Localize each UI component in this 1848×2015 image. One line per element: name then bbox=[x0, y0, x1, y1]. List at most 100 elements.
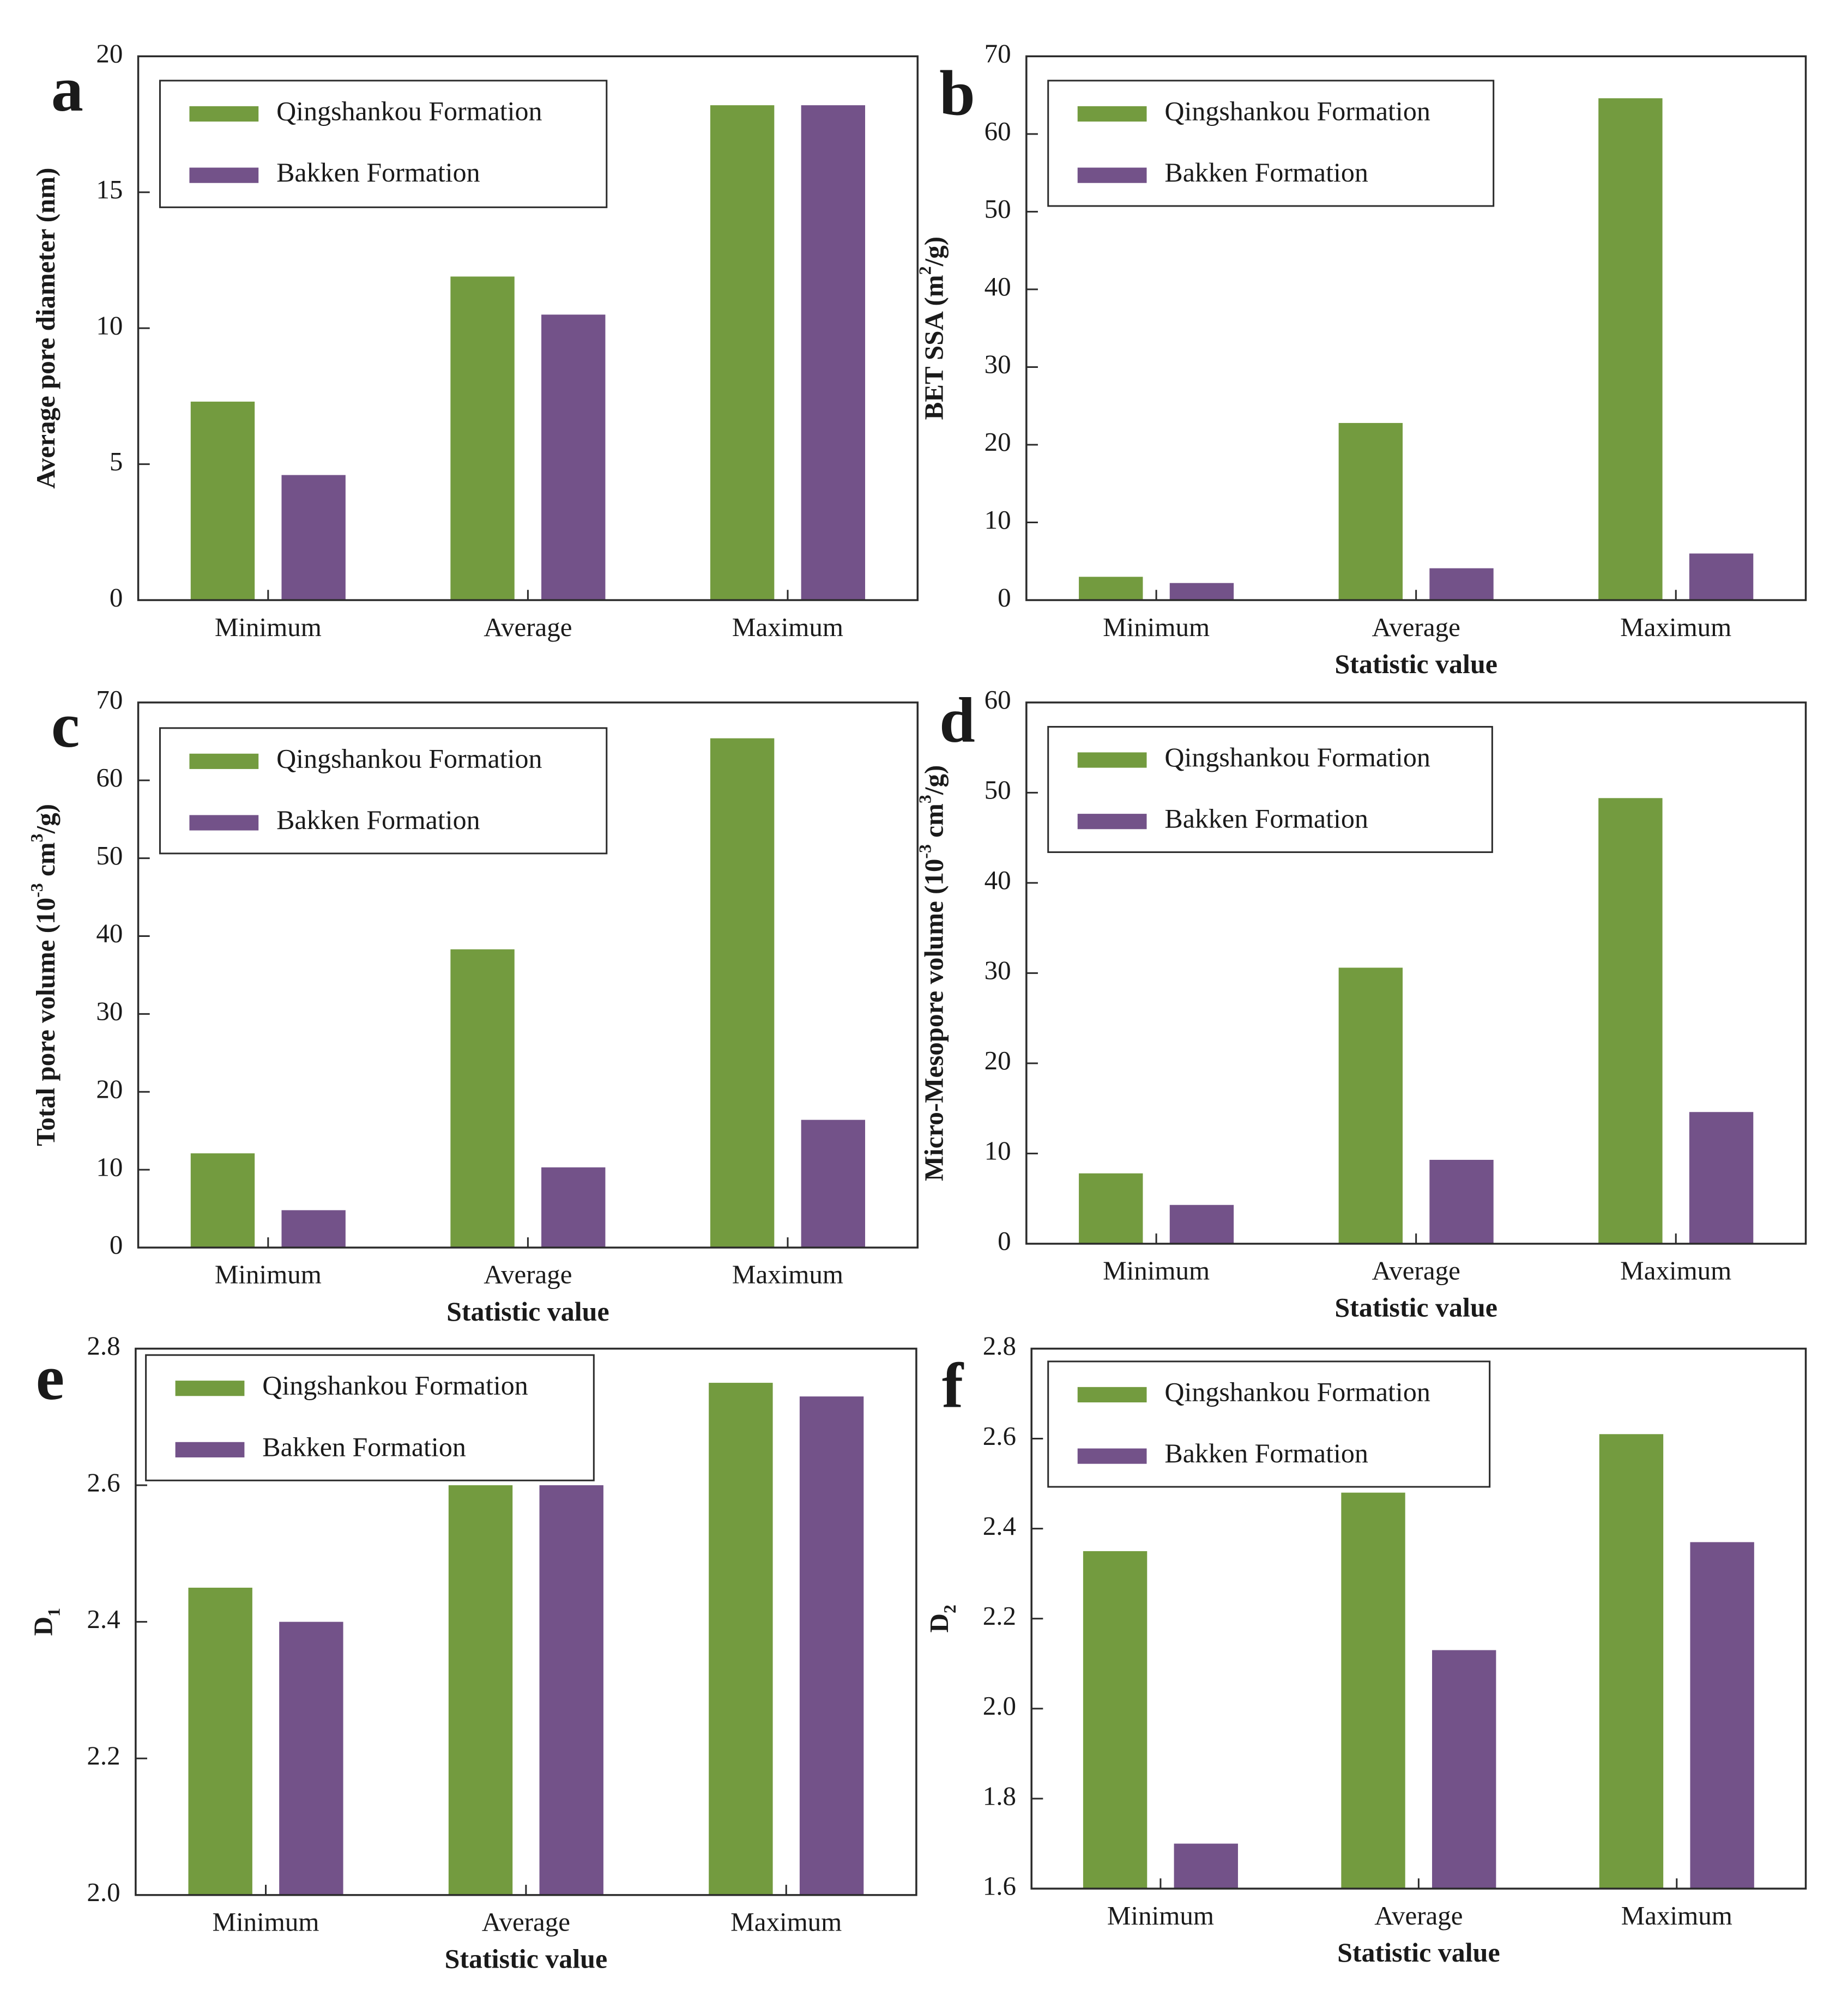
y-axis-label: D2 bbox=[924, 1605, 959, 1632]
legend-swatch-bakken bbox=[175, 1442, 245, 1457]
x-tick-label-average: Average bbox=[1372, 1256, 1460, 1286]
y-tick-label: 2.8 bbox=[87, 1331, 120, 1361]
x-tick-label-maximum: Maximum bbox=[730, 1907, 842, 1937]
y-axis-label: Average pore diameter (nm) bbox=[31, 168, 61, 489]
x-tick-label-minimum: Minimum bbox=[1107, 1901, 1214, 1931]
legend-label-bakken: Bakken Formation bbox=[1164, 1438, 1368, 1468]
y-axis-label-part: /g) bbox=[919, 237, 949, 267]
y-tick-label: 60 bbox=[985, 116, 1011, 146]
bar-d-qingshankou-maximum bbox=[1598, 798, 1663, 1244]
bar-d-qingshankou-minimum bbox=[1079, 1173, 1143, 1244]
x-tick-label-maximum: Maximum bbox=[1621, 1901, 1732, 1931]
y-tick-label: 2.6 bbox=[983, 1421, 1016, 1451]
bar-f-bakken-minimum bbox=[1174, 1843, 1238, 1889]
y-axis-label-part: 1 bbox=[44, 1608, 64, 1617]
y-tick-label: 2.4 bbox=[87, 1604, 120, 1634]
y-axis-label-part: -3 bbox=[27, 883, 47, 898]
y-axis-label-part: Micro-Mesopore volume (10 bbox=[919, 859, 949, 1181]
y-tick-label: 2.4 bbox=[983, 1511, 1016, 1541]
bar-a-qingshankou-average bbox=[450, 276, 515, 601]
y-axis-label-part: Average pore diameter (nm) bbox=[31, 168, 61, 489]
y-axis-label-part: /g) bbox=[919, 765, 949, 795]
y-tick-label: 20 bbox=[96, 39, 123, 69]
bar-b-bakken-maximum bbox=[1689, 553, 1754, 601]
bar-c-qingshankou-minimum bbox=[190, 1153, 255, 1248]
y-tick-label: 70 bbox=[985, 39, 1011, 69]
y-axis-label: Micro-Mesopore volume (10-3 cm3/g) bbox=[915, 765, 949, 1181]
x-tick-label-minimum: Minimum bbox=[213, 1907, 319, 1937]
x-tick-label-average: Average bbox=[1372, 612, 1460, 642]
legend-label-bakken: Bakken Formation bbox=[1164, 157, 1368, 187]
legend-label-qingshankou: Qingshankou Formation bbox=[1164, 1376, 1430, 1407]
x-tick-label-average: Average bbox=[482, 1907, 570, 1937]
y-tick-label: 2.0 bbox=[87, 1877, 120, 1907]
legend-label-qingshankou: Qingshankou Formation bbox=[1164, 95, 1430, 126]
legend-swatch-bakken bbox=[189, 167, 259, 183]
y-tick-label: 10 bbox=[985, 505, 1011, 535]
bar-d-qingshankou-average bbox=[1338, 967, 1403, 1244]
legend-swatch-bakken bbox=[1077, 814, 1147, 830]
y-tick-label: 1.6 bbox=[983, 1871, 1016, 1901]
legend-swatch-qingshankou bbox=[1077, 752, 1147, 768]
y-tick-label: 50 bbox=[985, 775, 1011, 805]
y-tick-label: 60 bbox=[985, 685, 1011, 715]
y-tick-label: 5 bbox=[110, 446, 123, 476]
legend-frame bbox=[159, 80, 608, 208]
bar-f-bakken-average bbox=[1432, 1650, 1496, 1889]
legend-swatch-bakken bbox=[189, 815, 259, 831]
x-tick-label-average: Average bbox=[484, 612, 572, 642]
y-tick-label: 30 bbox=[985, 955, 1011, 985]
chart-panel-b: b Minimum Average Maximum 0 10 20 30 40 50 60 70 BET… bbox=[915, 39, 1807, 679]
legend-label-qingshankou: Qingshankou Formation bbox=[262, 1370, 528, 1401]
y-tick-label: 30 bbox=[985, 349, 1011, 379]
x-tick-label-minimum: Minimum bbox=[1103, 612, 1210, 642]
bar-c-qingshankou-average bbox=[450, 949, 515, 1248]
y-tick-label: 0 bbox=[110, 1230, 123, 1260]
panel-label-a: a bbox=[51, 53, 83, 125]
y-axis-label-part: cm bbox=[919, 803, 949, 844]
y-axis-label: D1 bbox=[28, 1608, 64, 1636]
bar-d-bakken-maximum bbox=[1689, 1112, 1754, 1244]
y-tick-label: 10 bbox=[985, 1136, 1011, 1166]
legend-label-bakken: Bakken Formation bbox=[276, 157, 480, 187]
bar-e-qingshankou-average bbox=[448, 1485, 513, 1895]
legend-frame bbox=[159, 727, 608, 855]
panel-label-e: e bbox=[36, 1342, 64, 1413]
y-tick-label: 20 bbox=[985, 427, 1011, 457]
legend-label-qingshankou: Qingshankou Formation bbox=[1164, 742, 1430, 772]
chart-panel-f: f Minimum Average Maximum 1.6 1.8 2.0 2.2 2.4 2.6… bbox=[924, 1331, 1807, 1968]
x-axis-label: Statistic value bbox=[445, 1944, 608, 1974]
panel-label-b: b bbox=[939, 57, 975, 129]
bar-c-qingshankou-maximum bbox=[710, 738, 775, 1248]
legend: Qingshankou Formation Bakken Formation bbox=[1047, 80, 1495, 207]
legend-swatch-qingshankou bbox=[189, 106, 259, 122]
x-tick-label-minimum: Minimum bbox=[1103, 1256, 1210, 1286]
legend: Qingshankou Formation Bakken Formation bbox=[1047, 1360, 1491, 1488]
y-tick-label: 30 bbox=[96, 996, 123, 1026]
chart-panel-d: d Minimum Average Maximum 0 10 20 30 40 50 60 Micro… bbox=[915, 685, 1807, 1323]
y-axis-label-part: 3 bbox=[27, 833, 47, 842]
y-axis-label: BET SSA (m2/g) bbox=[915, 237, 949, 420]
legend-swatch-qingshankou bbox=[1077, 1387, 1147, 1403]
y-tick-label: 2.2 bbox=[983, 1601, 1016, 1631]
legend: Qingshankou Formation Bakken Formation bbox=[159, 80, 608, 208]
bar-e-bakken-average bbox=[539, 1485, 603, 1895]
legend-swatch-bakken bbox=[1077, 1448, 1147, 1464]
bar-b-bakken-average bbox=[1429, 568, 1494, 601]
legend-frame bbox=[1047, 80, 1495, 207]
bar-d-bakken-minimum bbox=[1169, 1205, 1234, 1244]
y-axis-label-part: cm bbox=[31, 842, 61, 883]
legend-label-qingshankou: Qingshankou Formation bbox=[276, 743, 542, 773]
y-tick-label: 70 bbox=[96, 685, 123, 715]
y-tick-label: 50 bbox=[985, 194, 1011, 224]
y-axis-label-part: D bbox=[28, 1617, 58, 1636]
panel-label-f: f bbox=[942, 1350, 964, 1421]
y-axis-label-part: 2 bbox=[940, 1605, 959, 1613]
y-tick-label: 0 bbox=[998, 582, 1011, 612]
plot-frame bbox=[137, 701, 919, 1249]
y-tick-label: 10 bbox=[96, 1152, 123, 1182]
y-tick-label: 0 bbox=[110, 582, 123, 612]
bar-a-qingshankou-maximum bbox=[710, 105, 775, 601]
